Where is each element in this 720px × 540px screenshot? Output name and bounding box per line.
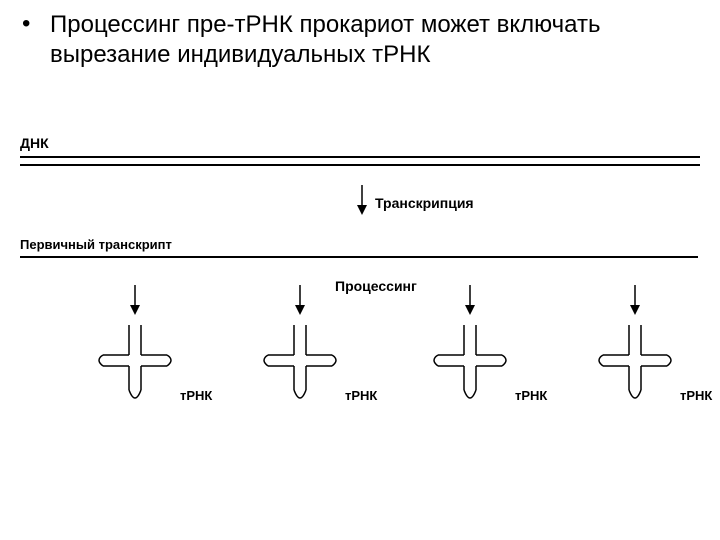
dna-line-bottom: [20, 164, 700, 166]
transcription-arrow: [355, 185, 369, 215]
title-line1: Процессинг пре-тРНК прокариот может вклю…: [50, 10, 600, 40]
trna-label-3: тРНК: [515, 388, 547, 403]
dna-label: ДНК: [20, 135, 49, 151]
transcription-label: Транскрипция: [375, 195, 474, 211]
bullet: •: [22, 10, 30, 38]
trna-label-2: тРНК: [345, 388, 377, 403]
processing-arrow-2: [293, 285, 307, 315]
processing-label: Процессинг: [335, 278, 417, 294]
trna-icon-2: [260, 320, 340, 410]
trna-icon-4: [595, 320, 675, 410]
processing-arrow-1: [128, 285, 142, 315]
processing-arrow-4: [628, 285, 642, 315]
dna-line-top: [20, 156, 700, 158]
trna-icon-1: [95, 320, 175, 410]
primary-transcript-label: Первичный транскрипт: [20, 237, 172, 252]
trna-label-1: тРНК: [180, 388, 212, 403]
title-line2: вырезание индивидуальных тРНК: [50, 40, 431, 70]
trna-icon-3: [430, 320, 510, 410]
primary-transcript-line: [20, 256, 698, 258]
processing-arrow-3: [463, 285, 477, 315]
trna-label-4: тРНК: [680, 388, 712, 403]
